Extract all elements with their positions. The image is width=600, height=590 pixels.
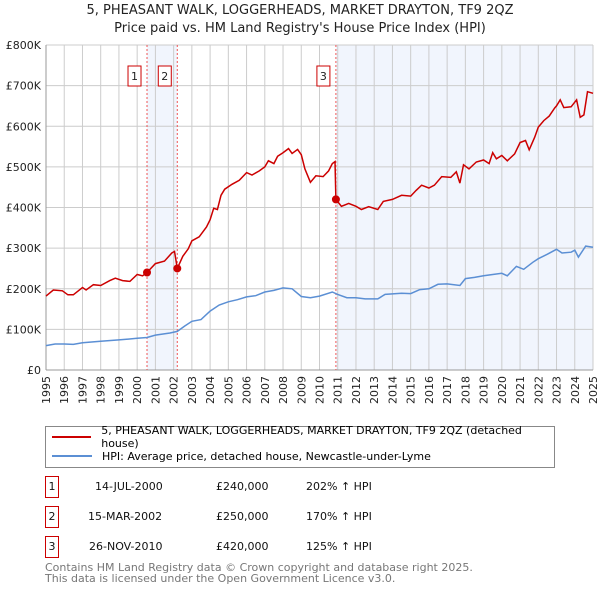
sale-label: 2 — [161, 70, 168, 83]
x-tick-label: 2011 — [332, 376, 345, 404]
y-tick-label: £600K — [6, 120, 42, 133]
sale-label-box — [127, 65, 142, 87]
x-tick-label: 2015 — [405, 376, 418, 404]
x-tick-label: 2018 — [459, 376, 472, 404]
x-tick-label: 2017 — [441, 376, 454, 404]
x-tick-label: 2004 — [204, 376, 217, 404]
legend-label-property: 5, PHEASANT WALK, LOGGERHEADS, MARKET DR… — [101, 424, 522, 450]
x-tick-label: 2001 — [149, 376, 162, 404]
x-tick-label: 2007 — [259, 376, 272, 404]
x-tick-label: 2013 — [368, 376, 381, 404]
y-tick-label: £0 — [27, 364, 41, 377]
y-tick-label: £500K — [6, 161, 42, 174]
x-tick-label: 2022 — [532, 376, 545, 404]
transaction-price: £240,000 — [216, 480, 269, 493]
sale-point — [143, 268, 152, 277]
x-tick-label: 1998 — [95, 376, 108, 404]
legend-swatch-property — [52, 436, 92, 438]
sale-point — [173, 264, 182, 273]
transaction-hpi: 202% ↑ HPI — [306, 480, 372, 493]
footer-copyright: Contains HM Land Registry data © Crown c… — [45, 561, 473, 574]
x-tick-label: 2008 — [277, 376, 290, 404]
legend-label-hpi: HPI: Average price, detached house, Newc… — [102, 449, 431, 463]
transaction-badge: 3 — [45, 536, 59, 558]
transaction-badge: 2 — [45, 506, 59, 528]
y-tick-label: £300K — [6, 242, 42, 255]
series-line — [45, 245, 594, 347]
y-tick-label: £200K — [6, 283, 42, 296]
x-tick-label: 2025 — [587, 376, 600, 404]
y-tick-label: £800K — [6, 39, 42, 52]
y-tick-label: £700K — [6, 80, 42, 93]
x-tick-label: 2005 — [222, 376, 235, 404]
x-tick-label: 2016 — [423, 376, 436, 404]
x-tick-label: 2003 — [186, 376, 199, 404]
x-tick-label: 2000 — [131, 376, 144, 404]
x-tick-label: 1997 — [76, 376, 89, 404]
x-tick-label: 2024 — [569, 376, 582, 404]
x-tick-label: 2002 — [168, 376, 181, 404]
series-line — [45, 90, 594, 297]
price-chart: 1995 1996 1997 1998 1999 2000 2001 2002 2003 2004… — [6, 39, 600, 404]
sale-point — [331, 195, 340, 204]
chart-title: 5, PHEASANT WALK, LOGGERHEADS, MARKET DR… — [86, 3, 514, 18]
y-tick-label: £400K — [6, 202, 42, 215]
transaction-date: 15-MAR-2002 — [88, 510, 163, 523]
x-tick-label: 2009 — [295, 376, 308, 404]
x-tick-label: 2012 — [350, 376, 363, 404]
sale-label: 1 — [131, 70, 138, 83]
x-tick-label: 2010 — [314, 376, 327, 404]
transaction-hpi: 125% ↑ HPI — [306, 540, 372, 553]
x-tick-label: 2019 — [478, 376, 491, 404]
transaction-price: £420,000 — [216, 540, 269, 553]
sale-label-box — [157, 65, 172, 87]
x-tick-label: 1996 — [58, 376, 71, 404]
sale-label: 3 — [320, 70, 327, 83]
legend: 5, PHEASANT WALK, LOGGERHEADS, MARKET DR… — [45, 424, 555, 468]
footer-licence: This data is licensed under the Open Gov… — [45, 572, 396, 585]
x-tick-label: 2021 — [514, 376, 527, 404]
x-tick-label: 2020 — [496, 376, 509, 404]
x-tick-label: 2014 — [386, 376, 399, 404]
transaction-price: £250,000 — [216, 510, 269, 523]
x-tick-label: 1999 — [113, 376, 126, 404]
transaction-date: 14-JUL-2000 — [95, 480, 163, 493]
footer: Contains HM Land Registry data © Crown c… — [45, 562, 473, 584]
chart-subtitle: Price paid vs. HM Land Registry's House … — [114, 21, 486, 36]
x-tick-label: 1995 — [40, 376, 53, 404]
legend-swatch-hpi — [52, 455, 92, 457]
x-tick-label: 2023 — [551, 376, 564, 404]
y-tick-label: £100K — [6, 323, 42, 336]
sale-label-box — [316, 65, 331, 87]
transaction-hpi: 170% ↑ HPI — [306, 510, 372, 523]
transaction-badge: 1 — [45, 476, 59, 498]
x-tick-label: 2006 — [241, 376, 254, 404]
transaction-date: 26-NOV-2010 — [89, 540, 163, 553]
